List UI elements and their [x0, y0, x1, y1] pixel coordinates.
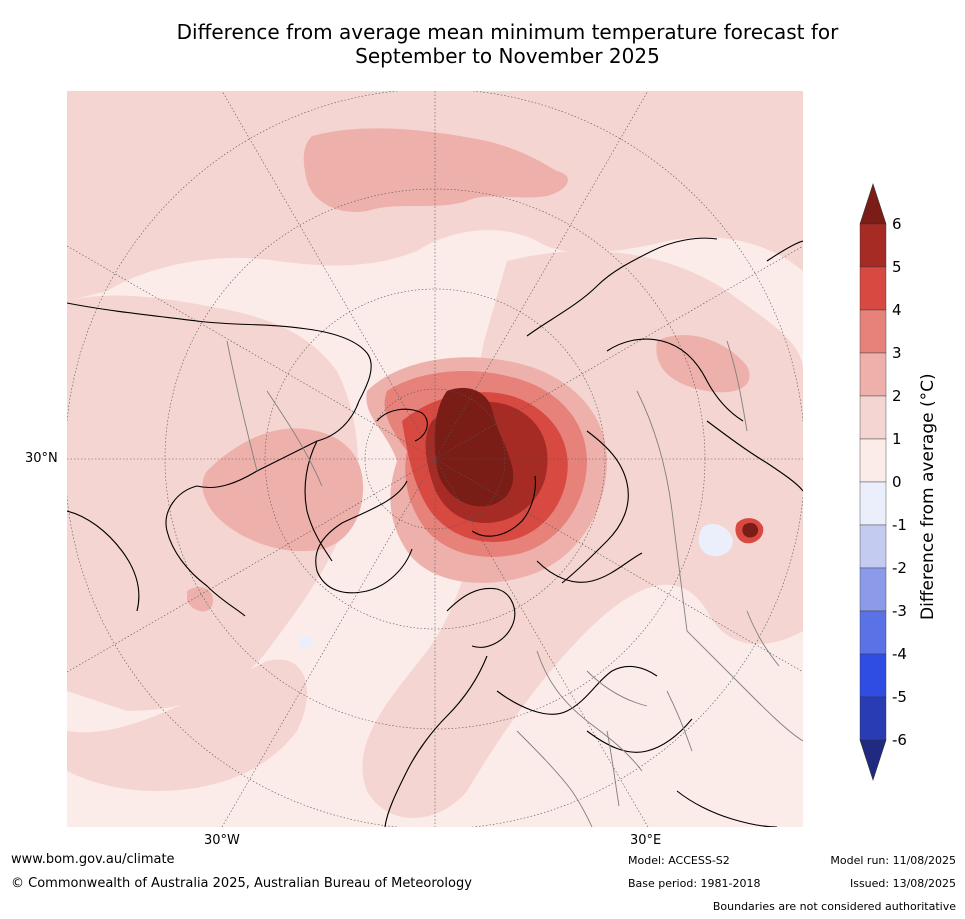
colorbar-tick-label: 6 [892, 215, 902, 233]
colorbar [859, 183, 887, 781]
colorbar-cell-m5_m4 [859, 653, 887, 698]
colorbar-tick-label: 1 [892, 430, 902, 448]
colorbar-cell-5_6 [859, 223, 887, 268]
title-line-2: September to November 2025 [355, 44, 660, 68]
colorbar-tick-label: -3 [892, 602, 907, 620]
colorbar-tick-label: -4 [892, 645, 907, 663]
map-title: Difference from average mean minimum tem… [0, 20, 965, 68]
colorbar-cell-m3_m2 [859, 567, 887, 612]
disclaimer-text: Boundaries are not considered authoritat… [712, 900, 956, 913]
anomaly-over-6-arctic [434, 387, 514, 507]
longitude-label-30w: 30°W [204, 833, 240, 848]
colorbar-cell-m1_0 [859, 481, 887, 526]
model-run-text: Model run: 11/08/2025 [830, 854, 956, 867]
map-svg [67, 91, 803, 827]
anomaly-over-6-siberia-spot [742, 522, 759, 538]
anomaly-2-3-bering [303, 128, 568, 212]
colorbar-tick-label: -5 [892, 688, 907, 706]
colorbar-cell-m4_m3 [859, 610, 887, 655]
coastlines [67, 237, 803, 827]
title-line-1: Difference from average mean minimum tem… [176, 20, 839, 44]
colorbar-cells [859, 223, 887, 741]
model-text: Model: ACCESS-S2 [628, 854, 730, 867]
latitude-label-30n: 30°N [25, 451, 58, 466]
colorbar-tick-label: -6 [892, 731, 907, 749]
colorbar-tick-label: 5 [892, 258, 902, 276]
colorbar-cell-4_5 [859, 266, 887, 311]
colorbar-tick-label: -1 [892, 516, 907, 534]
colorbar-cell-1_2 [859, 395, 887, 440]
colorbar-tick-label: -2 [892, 559, 907, 577]
base-period-text: Base period: 1981-2018 [628, 877, 761, 890]
anomaly-2-3-siberia [656, 335, 750, 393]
forecast-map [67, 91, 803, 827]
country-borders [226, 340, 803, 827]
colorbar-tick-label: 4 [892, 301, 902, 319]
anomaly-minus-1-0-patch-1 [299, 635, 313, 649]
colorbar-tick-label: 0 [892, 473, 902, 491]
colorbar-tick-label: 3 [892, 344, 902, 362]
colorbar-cell-m6_m5 [859, 696, 887, 741]
colorbar-tick-label: 2 [892, 387, 902, 405]
colorbar-cell-2_3 [859, 352, 887, 397]
issued-text: Issued: 13/08/2025 [849, 877, 956, 890]
website-link[interactable]: www.bom.gov.au/climate [11, 852, 175, 867]
colorbar-cell-m2_m1 [859, 524, 887, 569]
colorbar-title: Difference from average (°C) [918, 373, 938, 620]
longitude-label-30e: 30°E [630, 833, 662, 848]
colorbar-cell-0_1 [859, 438, 887, 483]
anomaly-minus-1-0-patch-2 [698, 523, 733, 557]
colorbar-over-triangle [859, 183, 887, 225]
copyright-text: © Commonwealth of Australia 2025, Austra… [11, 876, 472, 891]
colorbar-under-triangle [859, 739, 887, 781]
anomaly-1-2-south-pacific-band [67, 659, 307, 791]
colorbar-cell-3_4 [859, 309, 887, 354]
graticule [67, 91, 803, 827]
anomaly-2-3-pacific-patch [187, 586, 213, 612]
